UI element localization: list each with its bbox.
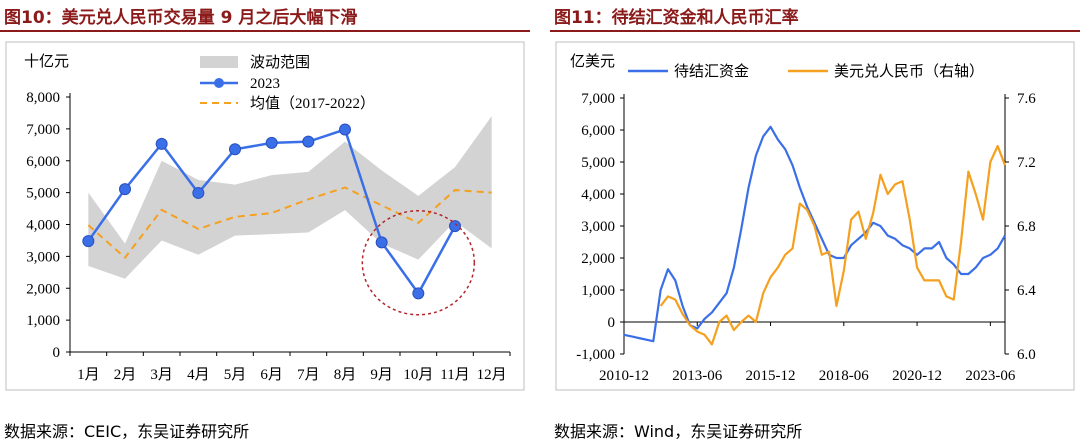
right-left-y-tick-label: 5,000 (581, 155, 615, 171)
right-right-y-tick-label: 7.6 (1017, 91, 1036, 107)
legend-band-swatch (200, 56, 238, 68)
left-panel: 图10：美元兑人民币交易量 9 月之后大幅下滑 0 1,000 2,000 3,000… (0, 0, 530, 448)
series-2023-point (302, 135, 315, 148)
legend-fx-label: 美元兑人民币（右轴） (834, 63, 984, 80)
left-y-tick-label: 4,000 (26, 218, 60, 234)
legend-2023-label: 2023 (250, 76, 280, 92)
right-right-y-tick-label: 6.0 (1017, 347, 1036, 363)
pending-settlement-funds-line (623, 125, 1006, 343)
right-x-tick-label: 2010-12 (599, 368, 649, 384)
left-x-tick-label: 8月 (334, 367, 357, 383)
series-2023-point (229, 143, 241, 156)
right-x-tick-label: 2013-06 (672, 368, 722, 384)
right-left-y-tick-label: 0 (608, 315, 616, 331)
highlight-circle (361, 210, 476, 316)
series-2023-point (192, 186, 205, 199)
left-x-tick-label: 6月 (260, 367, 283, 383)
right-x-tick-label: 2018-06 (819, 368, 869, 384)
right-title-rule (550, 30, 1080, 32)
left-x-tick-label: 1月 (77, 367, 100, 383)
usdcny-rate-line (659, 144, 1007, 346)
series-2023-point (412, 287, 425, 300)
legend-average-label: 均值（2017-2022） (250, 95, 375, 112)
right-right-y-tick-label: 6.4 (1017, 283, 1036, 299)
series-2023-point (265, 136, 278, 149)
legend-2023-swatch-marker (214, 78, 224, 88)
left-chart: 0 1,000 2,000 3,000 4,000 5,000 6,000 7,000 8,00… (5, 41, 525, 391)
series-2023-point (449, 220, 461, 233)
average-2017-2022-line (87, 186, 492, 260)
left-y-tick-label: 8,000 (26, 90, 60, 106)
right-left-y-tick-label: 3,000 (581, 219, 615, 235)
right-chart: -1,000 0 1,000 2,000 3,000 4,000 5,000 6,000 7,0… (555, 41, 1075, 391)
left-y-tick-label: 7,000 (26, 122, 60, 138)
right-left-y-tick-label: 1,000 (581, 283, 615, 299)
left-x-tick-label: 5月 (224, 367, 247, 383)
left-y-tick-label: 6,000 (26, 154, 60, 170)
right-chart-frame (555, 41, 1075, 391)
right-x-tick-label: 2015-12 (746, 368, 796, 384)
left-unit-label: 十亿元 (24, 53, 69, 70)
left-x-tick-label: 3月 (150, 367, 173, 383)
left-x-tick-label: 2月 (114, 367, 137, 383)
right-x-tick-label: 2020-12 (892, 368, 942, 384)
right-x-tick-label: 2023-06 (965, 368, 1015, 384)
left-chart-frame (5, 41, 525, 391)
series-2023-point (339, 123, 351, 136)
left-x-tick-label: 9月 (370, 367, 393, 383)
left-y-tick-label: 3,000 (26, 249, 60, 265)
series-2023-point (155, 137, 168, 150)
right-left-y-tick-label: 7,000 (581, 91, 615, 107)
volatility-band (88, 116, 492, 279)
left-x-tick-label: 10月 (403, 367, 433, 383)
right-panel: 图11：待结汇资金和人民币汇率 -1,000 0 1,000 2,000 3,000 4,… (550, 0, 1080, 448)
left-x-tick-label: 4月 (187, 367, 210, 383)
left-source-note: 数据来源：CEIC，东吴证券研究所 (4, 422, 250, 441)
left-x-tick-label: 12月 (477, 367, 507, 383)
series-2023-point (375, 236, 388, 249)
left-figure-title: 图10：美元兑人民币交易量 9 月之后大幅下滑 (4, 8, 358, 28)
right-left-y-tick-label: 6,000 (581, 123, 615, 139)
right-figure-title: 图11：待结汇资金和人民币汇率 (554, 8, 799, 28)
right-source-note: 数据来源：Wind，东吴证券研究所 (554, 422, 803, 441)
right-right-y-tick-label: 6.8 (1017, 219, 1036, 235)
right-left-y-tick-label: -1,000 (576, 347, 615, 363)
left-y-tick-label: 1,000 (26, 313, 60, 329)
series-2023-point (82, 235, 95, 248)
left-x-tick-label: 7月 (297, 367, 320, 383)
left-y-tick-label: 2,000 (26, 281, 60, 297)
right-left-y-tick-label: 4,000 (581, 187, 615, 203)
right-right-y-tick-label: 7.2 (1017, 155, 1036, 171)
legend-band-label: 波动范围 (250, 54, 310, 71)
legend-funds-label: 待结汇资金 (674, 63, 749, 80)
right-left-y-tick-label: 2,000 (581, 251, 615, 267)
left-y-tick-label: 5,000 (26, 186, 60, 202)
right-unit-label: 亿美元 (570, 53, 615, 70)
series-2023-point (119, 183, 131, 196)
left-y-tick-label: 0 (53, 345, 61, 361)
left-title-rule (0, 30, 530, 32)
left-x-tick-label: 11月 (440, 367, 469, 383)
